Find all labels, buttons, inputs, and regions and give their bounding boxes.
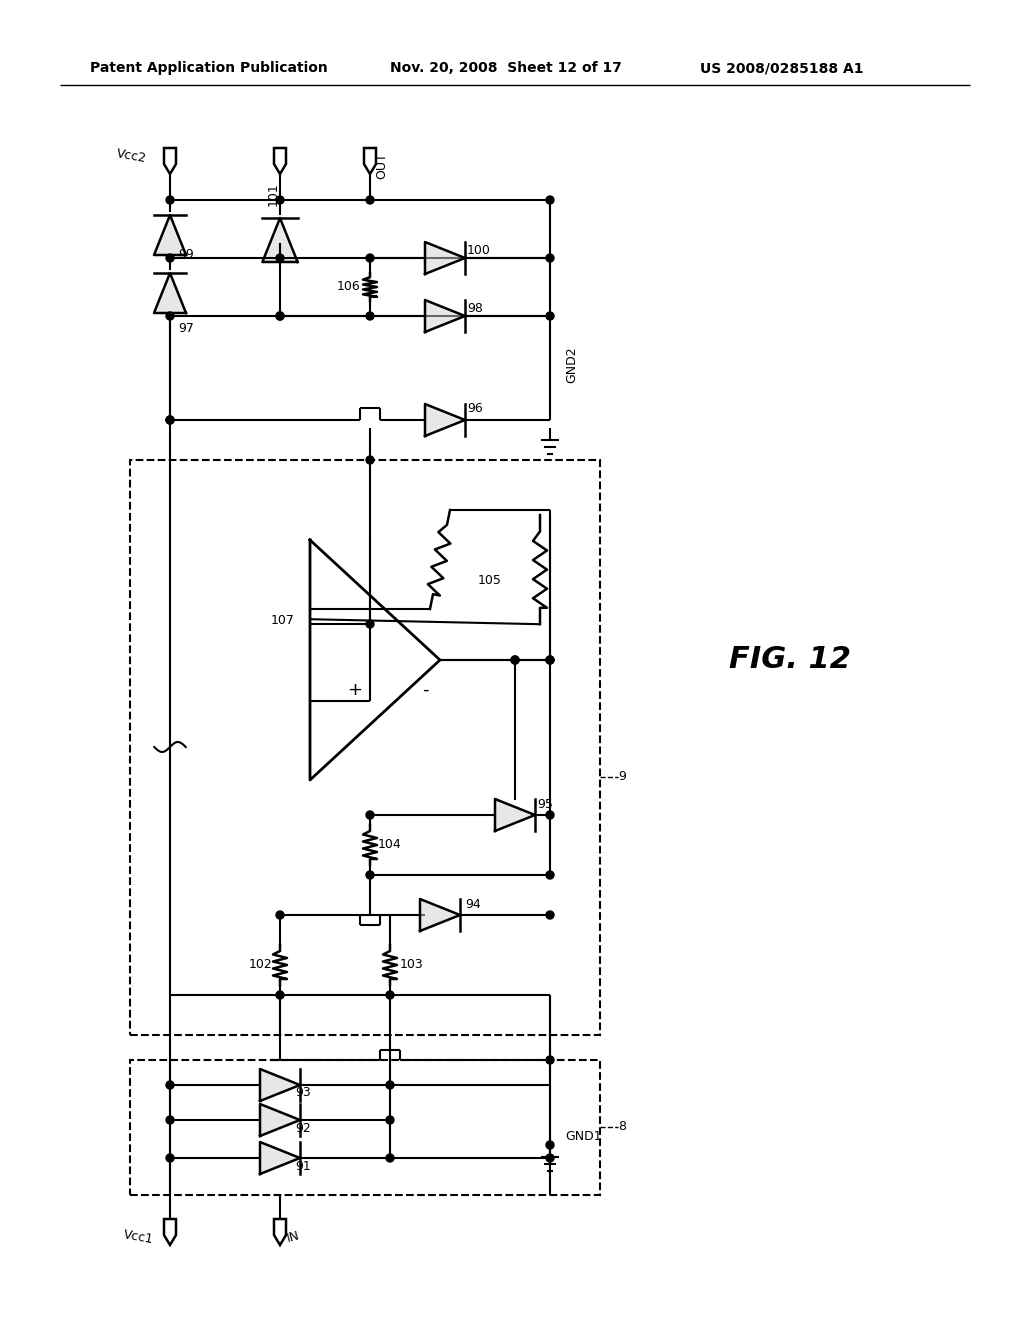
Text: 101: 101 — [267, 182, 280, 206]
Circle shape — [276, 195, 284, 205]
Text: +: + — [347, 681, 362, 700]
Text: 98: 98 — [467, 301, 483, 314]
Text: 102: 102 — [248, 958, 272, 972]
Text: Patent Application Publication: Patent Application Publication — [90, 61, 328, 75]
Circle shape — [366, 810, 374, 818]
Circle shape — [366, 871, 374, 879]
Polygon shape — [164, 148, 176, 174]
Circle shape — [386, 991, 394, 999]
Polygon shape — [260, 1104, 300, 1137]
Text: Nov. 20, 2008  Sheet 12 of 17: Nov. 20, 2008 Sheet 12 of 17 — [390, 61, 622, 75]
Circle shape — [276, 312, 284, 319]
Circle shape — [511, 656, 519, 664]
Circle shape — [366, 195, 374, 205]
Polygon shape — [262, 218, 298, 261]
Text: 106: 106 — [336, 281, 360, 293]
Circle shape — [386, 1154, 394, 1162]
Circle shape — [546, 195, 554, 205]
Text: GND2: GND2 — [565, 347, 578, 383]
Text: 91: 91 — [295, 1159, 310, 1172]
Circle shape — [386, 1115, 394, 1125]
Text: 9: 9 — [618, 771, 626, 784]
Circle shape — [276, 911, 284, 919]
Bar — [130, 459, 600, 1035]
Polygon shape — [495, 799, 535, 832]
Polygon shape — [260, 1142, 300, 1173]
Text: 92: 92 — [295, 1122, 310, 1134]
Text: 99: 99 — [178, 248, 194, 261]
Polygon shape — [364, 148, 376, 174]
Text: 8: 8 — [618, 1121, 626, 1134]
Polygon shape — [425, 404, 465, 436]
Circle shape — [386, 1081, 394, 1089]
Circle shape — [166, 195, 174, 205]
Circle shape — [546, 1140, 554, 1148]
Circle shape — [166, 1115, 174, 1125]
Text: 95: 95 — [537, 799, 553, 812]
Circle shape — [276, 312, 284, 319]
Circle shape — [546, 871, 554, 879]
Text: 96: 96 — [467, 401, 482, 414]
Circle shape — [366, 620, 374, 628]
Polygon shape — [274, 1218, 286, 1245]
Text: FIG. 12: FIG. 12 — [729, 645, 851, 675]
Text: 97: 97 — [178, 322, 194, 334]
Text: Vcc1: Vcc1 — [123, 1228, 155, 1246]
Text: OUT: OUT — [375, 153, 388, 180]
Polygon shape — [260, 1069, 300, 1101]
Polygon shape — [154, 273, 186, 313]
Polygon shape — [425, 300, 465, 333]
Text: Vcc2: Vcc2 — [116, 147, 148, 165]
Circle shape — [546, 312, 554, 319]
Circle shape — [546, 911, 554, 919]
Circle shape — [166, 416, 174, 424]
Circle shape — [546, 1154, 554, 1162]
Circle shape — [546, 253, 554, 261]
Circle shape — [166, 312, 174, 319]
Text: 104: 104 — [378, 838, 401, 851]
Bar — [130, 1060, 600, 1195]
Circle shape — [166, 1154, 174, 1162]
Text: 107: 107 — [271, 614, 295, 627]
Circle shape — [276, 991, 284, 999]
Text: 93: 93 — [295, 1086, 310, 1100]
Polygon shape — [425, 242, 465, 275]
Text: GND1: GND1 — [565, 1130, 602, 1143]
Polygon shape — [420, 899, 460, 931]
Circle shape — [366, 455, 374, 465]
Text: US 2008/0285188 A1: US 2008/0285188 A1 — [700, 61, 863, 75]
Text: -: - — [422, 681, 428, 700]
Circle shape — [166, 253, 174, 261]
Text: IN: IN — [285, 1229, 301, 1245]
Text: 100: 100 — [467, 243, 490, 256]
Circle shape — [546, 656, 554, 664]
Circle shape — [366, 312, 374, 319]
Circle shape — [546, 1056, 554, 1064]
Circle shape — [166, 416, 174, 424]
Text: 94: 94 — [465, 899, 480, 912]
Circle shape — [546, 810, 554, 818]
Text: 103: 103 — [400, 958, 424, 972]
Circle shape — [511, 656, 519, 664]
Polygon shape — [154, 215, 186, 255]
Circle shape — [276, 253, 284, 261]
Polygon shape — [274, 148, 286, 174]
Text: 105: 105 — [478, 573, 502, 586]
Circle shape — [366, 253, 374, 261]
Circle shape — [546, 656, 554, 664]
Circle shape — [166, 1081, 174, 1089]
Polygon shape — [164, 1218, 176, 1245]
